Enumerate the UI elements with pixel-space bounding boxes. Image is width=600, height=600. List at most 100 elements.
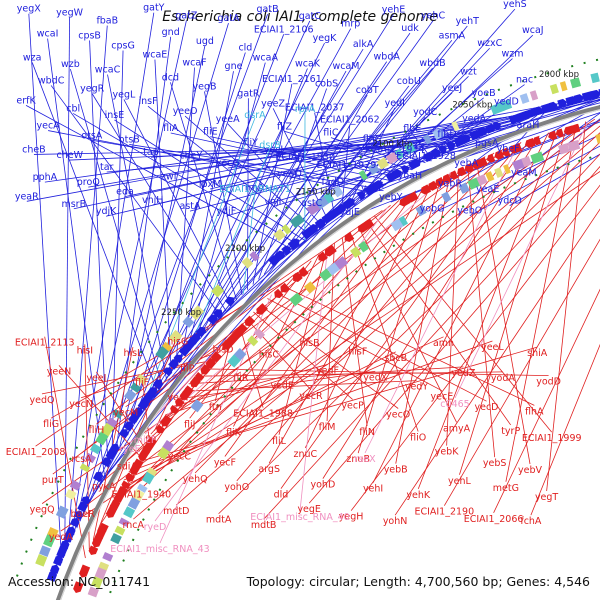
reverse-gene-leader [467, 164, 496, 458]
outer-marker [51, 491, 54, 495]
reverse-gene-label: fliK [226, 428, 242, 439]
reverse-gene-leader [308, 165, 600, 504]
scale-label: 2150 kbp [296, 188, 336, 198]
reverse-cog-block [398, 215, 409, 227]
forward-gene-label: yebA [454, 158, 478, 169]
reverse-cog-block [558, 143, 570, 155]
outer-marker [305, 190, 309, 194]
reverse-gene-label: baeR [70, 509, 95, 520]
reverse-gene-leader [125, 346, 221, 407]
reverse-gene-label: amn [433, 338, 454, 349]
reverse-gene-label: yedX [363, 372, 387, 383]
outer-marker [337, 169, 341, 172]
reverse-cog-block [123, 506, 136, 519]
outer-marker [533, 75, 537, 79]
reverse-gene-label: rcsA [71, 454, 92, 465]
inner-marker [113, 580, 116, 583]
forward-strand-gene-arrow [356, 191, 366, 201]
inner-marker [209, 412, 213, 416]
forward-gene-label: gatZ [175, 11, 198, 22]
reverse-gene-label: fliP [180, 364, 195, 375]
reverse-strand-gene-arrow [427, 180, 438, 191]
rna-gene-label: rprA [295, 104, 316, 115]
forward-cog-block [323, 192, 335, 204]
reverse-strand-gene-arrow [256, 303, 268, 315]
reverse-gene-label: amyA [443, 423, 471, 434]
forward-strand-gene-arrow [77, 501, 88, 513]
forward-cog-block [211, 284, 225, 298]
forward-strand-gene-arrow [469, 129, 481, 141]
forward-cog-block [519, 93, 530, 104]
inner-marker [578, 159, 581, 163]
forward-gene-leader [91, 93, 227, 312]
genes-value: 4,546 [554, 574, 590, 589]
reverse-strand-gene-arrow [555, 128, 565, 138]
rna-gene-label: micF [134, 435, 157, 446]
reverse-gene-label: mdtB [251, 520, 277, 531]
outer-marker [497, 88, 501, 92]
inner-marker [345, 276, 349, 280]
reverse-strand-gene-arrow [344, 232, 355, 243]
forward-strand-gene-arrow [132, 407, 143, 418]
forward-gene-label: yecJ [264, 145, 284, 156]
forward-cog-block [273, 228, 286, 242]
outer-marker [265, 222, 268, 226]
forward-gene-label: wcaA [253, 53, 279, 64]
forward-cog-block [249, 250, 260, 262]
reverse-gene-leader [194, 145, 513, 474]
forward-gene-label: gatR [237, 88, 260, 99]
forward-strand-gene-arrow [274, 250, 285, 261]
rna-leader [159, 294, 272, 544]
forward-gene-label: yehS [503, 0, 527, 10]
outer-marker [570, 64, 574, 68]
reverse-cog-block [458, 182, 470, 194]
forward-gene-label: cobU [397, 76, 421, 87]
reverse-gene-leader [84, 344, 90, 550]
reverse-strand-gene-arrow [195, 372, 205, 381]
forward-gene-label: otsB [119, 134, 140, 145]
reverse-gene-label: yehL [448, 476, 471, 487]
scale-label: 2000 kbp [539, 70, 579, 80]
reverse-strand-gene-arrow [464, 162, 475, 173]
inner-marker [216, 403, 220, 407]
outer-marker [450, 107, 453, 111]
forward-gene-label: cbl [66, 104, 80, 115]
forward-gene-label: wzm [501, 49, 523, 60]
reverse-gene-leader [530, 343, 600, 516]
outer-marker [155, 330, 159, 334]
forward-gene-leader [107, 74, 167, 380]
forward-gene-leader [250, 147, 406, 174]
forward-gene-leader [48, 130, 373, 194]
reverse-gene-leader [96, 371, 145, 448]
reverse-strand-gene-arrow [292, 271, 303, 282]
reverse-gene-label: mdtD [163, 506, 189, 517]
forward-cog-block [281, 224, 292, 235]
forward-gene-label: otsA [81, 130, 102, 141]
reverse-gene-label: yecO [386, 410, 410, 421]
reverse-cog-block [137, 483, 148, 493]
outer-marker [285, 206, 288, 210]
reverse-cog-block [441, 191, 452, 203]
inner-marker [195, 431, 199, 434]
scale-label: 2050 kbp [452, 101, 492, 111]
reverse-gene-leader [349, 231, 419, 432]
reverse-cog-block [190, 399, 204, 413]
inner-marker [492, 190, 496, 194]
reverse-gene-leader [171, 364, 328, 408]
forward-gene-label: fliY [243, 138, 258, 149]
outer-marker [426, 118, 430, 122]
reverse-gene-label: pykA [92, 481, 116, 492]
reverse-gene-leader [239, 325, 264, 408]
outer-marker [124, 371, 128, 374]
reverse-gene-label: ftn [209, 402, 222, 413]
forward-cog-block [404, 142, 416, 155]
forward-gene-label: yegX [17, 4, 41, 15]
reverse-strand-gene-arrow [79, 564, 91, 578]
reverse-strand-gene-arrow [205, 357, 217, 369]
outer-marker [189, 292, 193, 296]
outer-marker [461, 102, 465, 106]
forward-gene-label: wbdB [419, 58, 445, 69]
reverse-gene-leader [281, 285, 535, 406]
outer-marker [69, 457, 72, 461]
forward-gene-leader [123, 99, 232, 306]
